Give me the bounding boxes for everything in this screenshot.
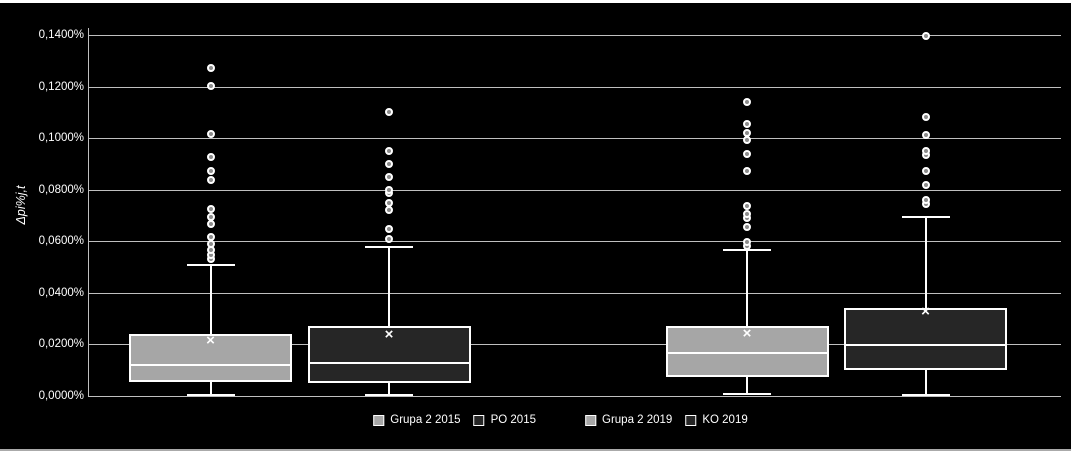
outlier-point (921, 32, 930, 41)
mean-marker: × (384, 325, 394, 343)
upper-whisker-cap (901, 216, 950, 219)
outlier-point (743, 135, 751, 144)
legend-swatch-icon (373, 414, 385, 426)
outlier-point (743, 166, 751, 175)
lower-whisker-line (388, 383, 390, 395)
lower-whisker-cap (365, 393, 413, 396)
outlier-point (921, 131, 930, 140)
median-line (665, 351, 829, 354)
outlier-point (921, 196, 930, 205)
outlier-point (385, 235, 393, 244)
outlier-point (921, 166, 930, 175)
mean-marker: × (742, 325, 752, 343)
upper-whisker-line (209, 265, 212, 335)
gridline (88, 35, 1061, 36)
outlier-point (206, 130, 215, 139)
outlier-point (206, 213, 215, 222)
outlier-point (921, 147, 930, 156)
outlier-point (743, 223, 751, 232)
iqr-box (307, 326, 471, 384)
outlier-point (743, 209, 751, 218)
upper-whisker-line (924, 217, 927, 309)
outlier-point (921, 112, 930, 121)
median-line (129, 364, 292, 367)
legend-item-grupa-2-2019: Grupa 2 2019 (585, 414, 672, 426)
y-tick-label: 0,0800% (38, 183, 84, 196)
outlier-point (385, 147, 393, 156)
gridline (88, 138, 1061, 140)
legend-swatch-icon (685, 414, 697, 426)
lower-whisker-cap (901, 393, 950, 396)
outlier-point (743, 201, 751, 210)
y-tick-label: 0,1000% (38, 132, 84, 145)
upper-whisker-line (746, 250, 748, 327)
outlier-point (206, 232, 215, 241)
bottom-border-line (0, 449, 1071, 451)
chart-legend: Grupa 2 2015 PO 2015 Grupa 2 2019 KO 2019 (373, 414, 761, 426)
gridline (88, 241, 1061, 243)
outlier-point (743, 98, 751, 107)
y-tick-label: 0,0600% (38, 235, 84, 248)
outlier-point (743, 238, 751, 247)
outlier-point (385, 225, 393, 234)
outlier-point (743, 119, 751, 128)
outlier-point (385, 199, 393, 208)
outlier-point (743, 128, 751, 137)
gridline (88, 86, 1061, 88)
outlier-point (385, 185, 393, 194)
lower-whisker-cap (186, 393, 235, 396)
upper-whisker-line (388, 246, 390, 327)
outlier-point (206, 205, 215, 214)
outlier-point (206, 220, 215, 228)
outlier-point (206, 152, 215, 161)
lower-whisker-line (924, 369, 927, 395)
mean-marker: × (921, 302, 930, 320)
y-tick-label: 0,0200% (38, 338, 84, 351)
legend-item-po-2015: PO 2015 (473, 414, 536, 426)
y-tick-label: 0,1200% (38, 80, 84, 93)
outlier-point (921, 181, 930, 190)
lower-whisker-line (209, 382, 212, 395)
top-border-line (0, 0, 1071, 3)
iqr-box (844, 308, 1007, 370)
outlier-point (206, 175, 215, 184)
y-tick-label: 0,0000% (38, 390, 84, 402)
gridline (88, 344, 1061, 346)
y-axis-line (88, 28, 89, 397)
median-line (844, 343, 1007, 346)
legend-label: KO 2019 (702, 414, 748, 426)
gridline (88, 189, 1061, 191)
median-line (307, 361, 471, 364)
outlier-point (385, 206, 393, 215)
outlier-point (206, 64, 215, 72)
legend-label: Grupa 2 2015 (390, 414, 461, 426)
lower-whisker-line (746, 376, 748, 394)
legend-label: Grupa 2 2019 (602, 414, 673, 426)
upper-whisker-cap (723, 249, 771, 252)
outlier-point (385, 159, 393, 168)
legend-label: PO 2015 (490, 414, 536, 426)
lower-whisker-cap (723, 392, 771, 395)
iqr-box (665, 326, 829, 377)
legend-item-ko-2019: KO 2019 (685, 414, 748, 426)
legend-swatch-icon (585, 414, 596, 426)
mean-marker: × (206, 332, 215, 350)
y-tick-label: 0,1400% (38, 29, 84, 41)
iqr-box (129, 334, 292, 383)
upper-whisker-cap (186, 264, 235, 266)
legend-swatch-icon (473, 414, 485, 426)
outlier-point (206, 166, 215, 175)
gridline (88, 292, 1061, 294)
legend-item-grupa-2-2015: Grupa 2 2015 (373, 414, 461, 426)
outlier-point (743, 150, 751, 159)
outlier-point (385, 108, 393, 117)
y-tick-label: 0,0400% (38, 286, 84, 299)
outlier-point (385, 173, 393, 182)
upper-whisker-cap (365, 245, 413, 248)
outlier-point (206, 239, 215, 248)
outlier-point (206, 82, 215, 91)
gridline (88, 396, 1061, 397)
